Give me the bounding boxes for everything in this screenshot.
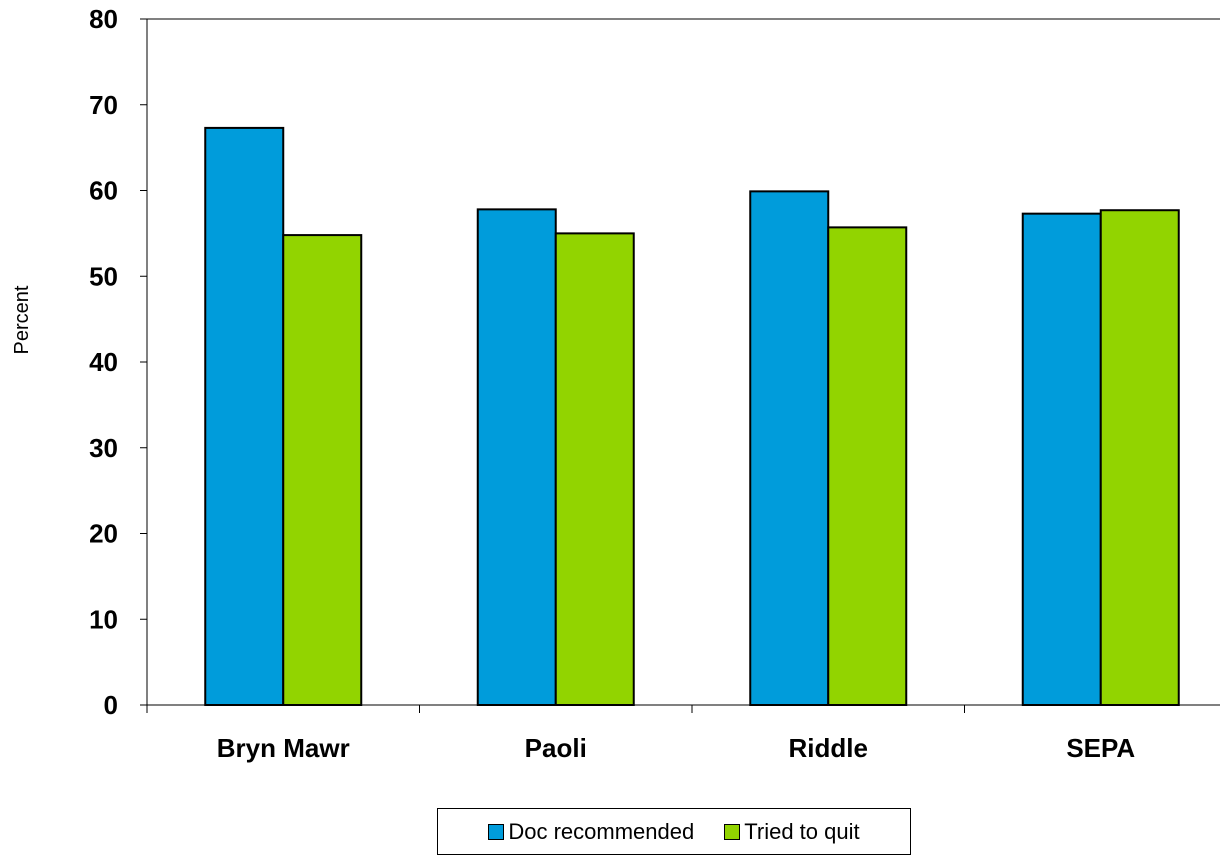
bar [827,226,908,706]
legend-item-tried-to-quit: Tried to quit [724,818,860,845]
y-axis-ticks: 0 10 20 30 40 50 60 70 80 [89,4,147,720]
x-tick-label: SEPA [1066,733,1135,763]
bars [204,126,1180,707]
y-tick-label: 30 [89,433,118,463]
y-tick-label: 0 [104,690,118,720]
y-tick-label: 60 [89,176,118,206]
y-axis-label: Percent [11,285,33,354]
x-tick-label: Bryn Mawr [217,733,350,763]
legend-swatch [488,823,505,840]
y-tick-label: 10 [89,604,118,634]
legend-label: Tried to quit [744,818,860,844]
y-tick-label: 70 [89,90,118,120]
legend-swatch [724,823,741,840]
bar [554,232,635,706]
y-tick-label: 20 [89,519,118,549]
bar [749,190,830,707]
bar [1021,212,1102,706]
axes [146,18,1220,706]
bar [204,126,285,706]
y-tick-label: 40 [89,347,118,377]
bar [476,208,557,707]
x-axis-ticks: Bryn Mawr Paoli Riddle SEPA [146,705,1135,763]
x-tick-label: Paoli [525,733,587,763]
legend: Doc recommended Tried to quit [437,808,911,855]
y-tick-label: 50 [89,261,118,291]
bar [282,234,363,706]
bar-chart: 0 10 20 30 40 50 60 70 80 Bryn Mawr Paoli Riddle SE… [11,4,1220,763]
x-tick-label: Riddle [789,733,868,763]
bar [1099,209,1180,706]
y-tick-label: 80 [89,4,118,34]
legend-label: Doc recommended [508,818,695,844]
legend-item-doc-recommended: Doc recommended [488,819,694,845]
